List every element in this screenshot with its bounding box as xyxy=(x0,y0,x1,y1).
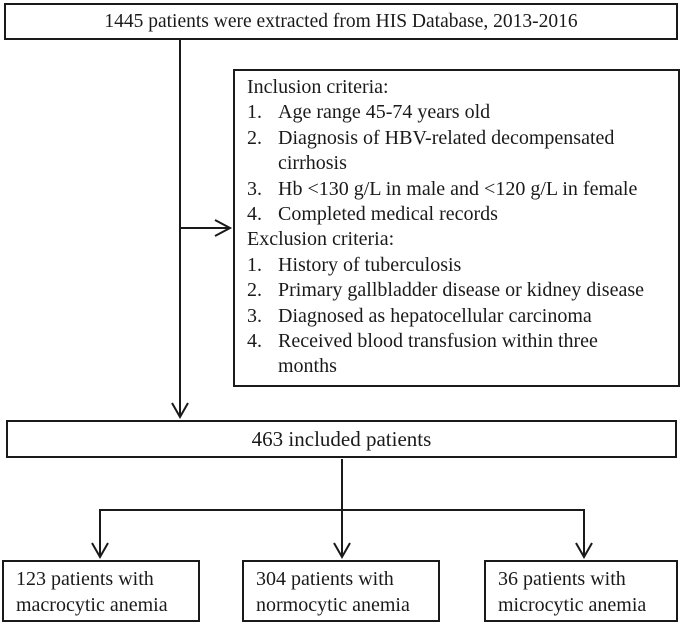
item-text: Received blood transfusion within three … xyxy=(278,330,598,378)
outcome-label-line: 36 patients with xyxy=(498,568,626,590)
arrow-top-to-included xyxy=(171,40,189,420)
arrow-branch-center xyxy=(333,510,351,560)
item-number: 3. xyxy=(247,177,262,200)
inclusion-item-4: 4. Completed medical records xyxy=(247,202,662,227)
item-text: Age range 45-74 years old xyxy=(278,101,491,124)
item-number: 1. xyxy=(247,101,262,124)
outcome-label-line: 123 patients with xyxy=(16,568,154,590)
item-number: 4. xyxy=(247,330,262,353)
arrow-to-criteria-box xyxy=(180,219,233,237)
outcome-label-line: macrocytic anemia xyxy=(16,594,168,616)
item-number: 2. xyxy=(247,279,262,302)
item-number: 1. xyxy=(247,253,262,276)
inclusion-criteria-header: Inclusion criteria: xyxy=(247,76,389,98)
inclusion-item-1: 1. Age range 45-74 years old xyxy=(247,100,662,125)
node-criteria: Inclusion criteria: 1. Age range 45-74 y… xyxy=(233,69,680,387)
inclusion-item-3: 3. Hb <130 g/L in male and <120 g/L in f… xyxy=(247,177,662,202)
item-text: Completed medical records xyxy=(278,203,498,226)
connector-included-to-branch xyxy=(99,459,585,511)
item-text: Hb <130 g/L in male and <120 g/L in fema… xyxy=(278,177,638,200)
item-text: Diagnosis of HBV-related decompensated c… xyxy=(278,126,615,175)
item-number: 4. xyxy=(247,203,262,226)
exclusion-item-3: 3. Diagnosed as hepatocellular carcinoma xyxy=(247,304,662,329)
item-text: History of tuberculosis xyxy=(278,253,462,276)
extracted-patients-label: 1445 patients were extracted from HIS Da… xyxy=(104,10,578,32)
item-number: 3. xyxy=(247,304,262,327)
arrow-branch-right xyxy=(575,509,593,560)
exclusion-criteria-header: Exclusion criteria: xyxy=(247,228,395,251)
exclusion-item-1: 1. History of tuberculosis xyxy=(247,253,662,278)
item-text: Diagnosed as hepatocellular carcinoma xyxy=(278,304,592,327)
node-microcytic-anemia: 36 patients with microcytic anemia xyxy=(484,560,678,622)
item-number: 2. xyxy=(247,126,262,149)
node-extracted-patients: 1445 patients were extracted from HIS Da… xyxy=(4,3,678,40)
arrow-branch-left xyxy=(91,509,109,560)
inclusion-item-2: 2. Diagnosis of HBV-related decompensate… xyxy=(247,126,662,177)
node-included-patients: 463 included patients xyxy=(6,420,677,458)
item-text: Primary gallbladder disease or kidney di… xyxy=(278,279,644,302)
included-patients-label: 463 included patients xyxy=(251,426,432,451)
outcome-label-line: microcytic anemia xyxy=(498,594,647,616)
outcome-label-line: normocytic anemia xyxy=(256,594,410,616)
exclusion-item-4: 4. Received blood transfusion within thr… xyxy=(247,329,662,380)
outcome-label-line: 304 patients with xyxy=(256,568,394,590)
node-normocytic-anemia: 304 patients with normocytic anemia xyxy=(242,560,440,622)
exclusion-item-2: 2. Primary gallbladder disease or kidney… xyxy=(247,278,662,303)
node-macrocytic-anemia: 123 patients with macrocytic anemia xyxy=(2,560,200,622)
